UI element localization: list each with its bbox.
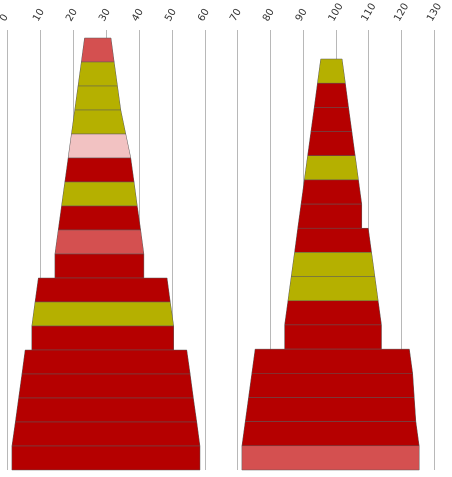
tick-label-1-7: 60	[196, 7, 212, 24]
band-1-11	[34, 277, 171, 303]
tick-label-1-4: 30	[97, 7, 113, 24]
band-2-12	[284, 324, 382, 350]
tick-label-1-6: 50	[163, 7, 179, 24]
band-1-3	[74, 85, 122, 111]
band-2-4	[307, 131, 356, 156]
band-2-5	[304, 155, 359, 181]
tick-label-2-3: 90	[294, 7, 310, 24]
tick-label-1-2: 10	[31, 7, 47, 24]
band-2-17	[241, 445, 420, 471]
tick-label-1-5: 40	[130, 7, 146, 24]
tick-label-2-2: 80	[261, 7, 277, 24]
band-1-17	[11, 421, 201, 447]
band-1-4	[71, 109, 127, 135]
band-1-12	[31, 301, 174, 327]
chart-panel-2: 70 80 90 100 110 120 130	[228, 1, 444, 471]
band-2-3	[310, 107, 353, 132]
band-2-13	[251, 348, 413, 374]
chart-panel-1: 0 10 20 30 40 50 60	[0, 7, 212, 471]
band-1-7	[61, 181, 138, 207]
band-2-6	[300, 179, 363, 205]
band-2-10	[287, 276, 379, 302]
band-2-9	[290, 252, 376, 277]
band-1-6	[64, 157, 135, 183]
tick-label-1-3: 20	[64, 7, 80, 24]
band-1-1	[81, 37, 115, 63]
tick-label-1-1: 0	[0, 12, 11, 23]
band-1-2	[77, 61, 118, 87]
band-1-10	[54, 253, 145, 279]
band-1-14	[21, 349, 191, 375]
tick-label-2-1: 70	[228, 7, 244, 24]
band-2-16	[241, 421, 420, 447]
band-2-11	[284, 300, 382, 326]
tick-label-2-5: 110	[359, 1, 378, 23]
band-1-15	[18, 373, 194, 399]
band-2-7	[297, 203, 363, 229]
tick-label-2-7: 130	[425, 1, 444, 23]
tick-label-2-6: 120	[392, 1, 411, 23]
band-2-8	[294, 227, 372, 253]
band-1-9	[54, 229, 145, 255]
band-2-15	[244, 397, 417, 422]
band-1-5	[67, 133, 132, 159]
band-2-14	[248, 373, 415, 398]
band-2-1	[317, 58, 346, 84]
band-1-13	[31, 325, 174, 351]
band-1-18	[11, 445, 201, 471]
band-1-16	[15, 397, 198, 423]
tick-label-2-4: 100	[327, 1, 346, 23]
band-1-8	[57, 205, 141, 231]
band-2-2	[313, 82, 349, 108]
